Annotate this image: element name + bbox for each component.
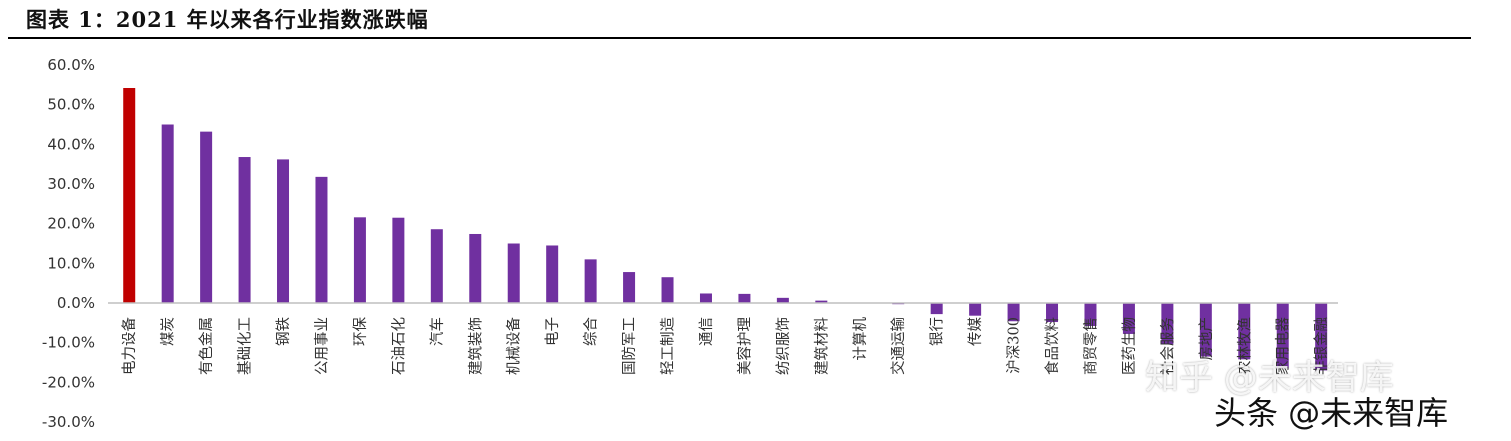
category-label: 社会服务 (1159, 317, 1176, 375)
category-label: 美容护理 (736, 317, 753, 375)
bar (930, 303, 943, 315)
category-label: 商贸零售 (1082, 317, 1099, 375)
bar (238, 157, 251, 303)
category-label: 国防军工 (621, 317, 638, 375)
y-tick-label: 0.0% (57, 294, 95, 312)
y-tick-label: 30.0% (47, 175, 95, 193)
category-label: 纺织服饰 (775, 317, 792, 375)
y-tick-label: -10.0% (42, 334, 95, 352)
category-label: 基础化工 (237, 317, 254, 375)
bar (1084, 303, 1097, 327)
bar (738, 293, 751, 303)
bar (1161, 303, 1174, 345)
title-divider (8, 37, 1471, 39)
y-tick-label: 40.0% (47, 135, 95, 153)
y-tick-label: -30.0% (42, 413, 95, 431)
y-tick-label: -20.0% (42, 373, 95, 391)
chart-title: 图表 1：2021 年以来各行业指数涨跌幅 (26, 7, 429, 32)
bar (776, 297, 789, 303)
category-label: 钢铁 (275, 317, 292, 346)
category-label: 房地产 (1198, 317, 1215, 361)
category-label: 交通运输 (889, 317, 907, 375)
bar (699, 293, 712, 303)
bar (1007, 303, 1020, 322)
category-label: 医药生物 (1121, 317, 1138, 375)
category-label: 家用电器 (1275, 317, 1292, 375)
y-tick-label: 10.0% (47, 254, 95, 272)
category-label: 建筑装饰 (467, 317, 484, 375)
category-label: 综合 (583, 317, 600, 346)
category-label: 沪深300 (1006, 317, 1023, 374)
bar (353, 217, 366, 303)
category-label: 通信 (698, 317, 715, 346)
category-label: 汽车 (429, 317, 446, 346)
bar (623, 272, 636, 303)
bar (546, 245, 559, 303)
category-label: 电子 (544, 317, 561, 346)
category-label: 煤炭 (160, 317, 177, 346)
bar (277, 159, 290, 303)
bar (1122, 303, 1135, 334)
category-label: 环保 (352, 317, 369, 346)
category-label: 食品饮料 (1044, 317, 1061, 375)
bar (315, 176, 328, 303)
bar (815, 300, 828, 303)
category-label: 传媒 (967, 317, 984, 346)
category-label: 轻工制造 (660, 317, 677, 375)
bar (1315, 303, 1328, 371)
bar (584, 259, 597, 303)
category-label: 建筑材料 (813, 317, 830, 375)
bar (1276, 303, 1289, 369)
category-label: 计算机 (852, 317, 869, 361)
category-label: 机械设备 (506, 317, 523, 375)
category-label: 非银金融 (1313, 317, 1330, 375)
y-tick-label: 60.0% (47, 56, 95, 74)
y-axis: 60.0% 50.0% 40.0% 30.0% 20.0% 10.0% 0.0% -10.0%… (42, 56, 95, 431)
bar (969, 303, 982, 316)
bar (392, 217, 405, 303)
category-label: 农林牧渔 (1236, 317, 1253, 375)
category-label: 公用事业 (313, 317, 330, 375)
bar (469, 233, 482, 303)
category-labels: 电力设备 煤炭 有色金属 基础化工 钢铁 公用事业 环保 石油石化 汽车 建筑装饰 机械设备 电子 综合… (121, 317, 1330, 375)
bar (161, 124, 174, 303)
bar (200, 131, 213, 303)
bar (1238, 303, 1251, 360)
bar (123, 88, 136, 303)
y-tick-label: 50.0% (47, 96, 95, 114)
bar (661, 277, 674, 303)
category-label: 银行 (929, 317, 946, 346)
watermark-toutiao: 头条 @未来智库 (1214, 394, 1449, 432)
watermark-zhihu: 知乎 @未来智库 (1145, 358, 1394, 398)
bar (1046, 303, 1059, 323)
y-tick-label: 20.0% (47, 215, 95, 233)
category-label: 有色金属 (198, 317, 215, 375)
bar (507, 243, 520, 303)
bar (1199, 303, 1212, 357)
category-label: 电力设备 (121, 317, 138, 375)
category-label: 石油石化 (390, 317, 407, 375)
bar (430, 229, 443, 303)
bars (123, 88, 1328, 371)
